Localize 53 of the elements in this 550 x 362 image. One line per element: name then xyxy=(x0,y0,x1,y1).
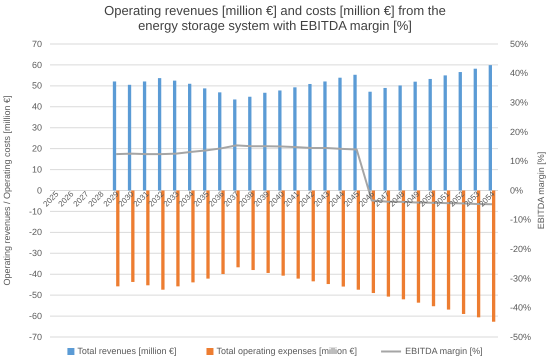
bar xyxy=(414,82,417,190)
y-tick-label: 0 xyxy=(36,185,42,196)
bar xyxy=(398,85,402,190)
bar xyxy=(282,190,285,276)
bar xyxy=(263,92,266,190)
y2-tick-label: -50% xyxy=(510,332,532,342)
legend-label: EBITDA margin [%] xyxy=(405,346,483,356)
bar xyxy=(203,88,206,190)
bar xyxy=(458,72,462,190)
y2-tick-label: 50% xyxy=(510,38,528,49)
y-tick-label: 70 xyxy=(32,38,42,49)
bar xyxy=(116,190,120,286)
bar xyxy=(488,65,492,190)
y2-tick-label: 20% xyxy=(510,126,528,137)
y2-tick-label: -10% xyxy=(510,214,532,225)
y2-tick-label: 30% xyxy=(510,97,528,108)
y-tick-label: -30 xyxy=(28,248,42,258)
y-tick-label: -50 xyxy=(28,290,42,300)
bar xyxy=(278,90,282,190)
bar xyxy=(428,78,432,190)
y2-tick-label: -40% xyxy=(510,302,532,313)
y-tick-label: -10 xyxy=(28,206,42,216)
legend-label: Total revenues [million €] xyxy=(77,346,176,356)
bar xyxy=(383,88,387,190)
y-tick-label: -70 xyxy=(28,332,42,342)
bar xyxy=(248,96,252,190)
y-tick-label: 60 xyxy=(32,60,42,70)
bar xyxy=(233,99,236,190)
y-tick-label: 50 xyxy=(32,80,42,91)
bar xyxy=(444,75,447,190)
y2-tick-label: -20% xyxy=(510,244,532,254)
y-tick-label: 20 xyxy=(32,144,42,154)
bar xyxy=(368,92,372,190)
y-tick-label: 10 xyxy=(32,164,42,174)
y-tick-label: -40 xyxy=(28,269,42,280)
y-tick-label: 40 xyxy=(32,102,42,112)
bar xyxy=(218,92,222,190)
y2-axis-title: EBITDA margin [%] xyxy=(536,152,546,230)
y-tick-label: 30 xyxy=(32,122,42,133)
y2-tick-label: -30% xyxy=(510,273,532,284)
bar xyxy=(474,68,477,190)
bar xyxy=(293,87,297,190)
y-axis-title: Operating revenues / Operating costs [million €] xyxy=(2,95,12,286)
bar xyxy=(112,81,116,190)
bar xyxy=(188,84,192,190)
y2-tick-label: 0% xyxy=(510,185,524,196)
legend-label: Total operating expenses [million €] xyxy=(216,346,358,356)
chart-title: Operating revenues [million €] and costs [million €] from the energy storage system with EBITDA margin [%] xyxy=(104,3,446,33)
y-tick-label: -60 xyxy=(28,310,42,321)
y-tick-label: -20 xyxy=(28,227,42,238)
bar xyxy=(172,80,176,190)
y2-tick-label: 10% xyxy=(510,156,528,166)
y2-tick-label: 40% xyxy=(510,68,528,78)
